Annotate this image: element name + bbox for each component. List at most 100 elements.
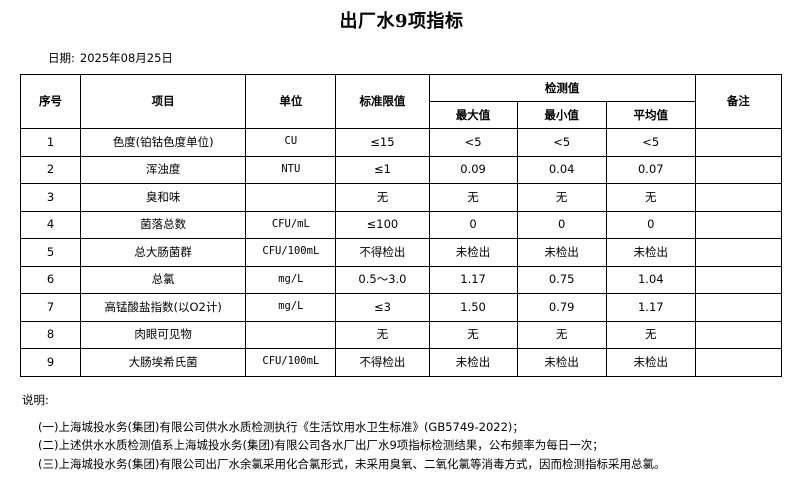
- table-row: 3 臭和味 无 无 无 无: [19, 183, 783, 212]
- report-date: 日期: 2025年08月25日: [48, 50, 173, 66]
- table-header: 序号 项目 单位 标准限值 检测值 备注 最大值 最小值 平均值: [19, 74, 783, 129]
- table-body: 1 色度(铂钴色度单位) CU ≤15 <5 <5 <5 2 浑浊度 NTU ≤…: [19, 128, 783, 377]
- table-header-row-sub: 最大值 最小值 平均值: [21, 101, 782, 129]
- cell-max: 0: [428, 210, 518, 239]
- cell-avg: 0.07: [605, 155, 696, 184]
- cell-min: 0.79: [516, 293, 607, 322]
- page-title: 出厂水9项指标: [339, 11, 464, 32]
- column-header-remark: 备注: [694, 74, 783, 129]
- column-header-seq: 序号: [19, 74, 82, 129]
- cell-remark: [694, 265, 783, 294]
- table-row: 7 高锰酸盐指数(以O2计) mg/L ≤3 1.50 0.79 1.17: [19, 293, 783, 322]
- cell-seq: 4: [19, 210, 82, 239]
- note-line-1: (一)上海城投水务(集团)有限公司供水水质检测执行《生活饮用水卫生标准》(GB5…: [38, 420, 524, 434]
- cell-remark: [694, 183, 783, 212]
- date-value: 2025年08月25日: [79, 51, 173, 65]
- table-header-row-top: 序号 项目 单位 标准限值 检测值 备注: [19, 74, 783, 129]
- column-header-avg: 平均值: [605, 101, 696, 129]
- cell-seq: 9: [19, 348, 82, 377]
- cell-seq: 7: [19, 293, 82, 322]
- column-header-limit: 标准限值: [335, 74, 430, 129]
- cell-seq: 6: [19, 265, 82, 294]
- column-header-max: 最大值: [428, 101, 518, 129]
- cell-unit: mg/L: [245, 265, 337, 294]
- cell-avg: 无: [605, 320, 696, 349]
- cell-seq: 2: [19, 155, 82, 184]
- note-line-2: (二)上述供水水质检测值系上海城投水务(集团)有限公司各水厂出厂水9项指标检测结…: [38, 438, 604, 453]
- cell-min: 0: [516, 210, 607, 239]
- cell-min: 0.04: [516, 155, 607, 184]
- cell-min: <5: [516, 128, 607, 157]
- cell-item: 浑浊度: [80, 155, 247, 184]
- cell-unit: CFU/100mL: [245, 238, 337, 267]
- cell-max: <5: [428, 128, 518, 157]
- cell-item: 高锰酸盐指数(以O2计): [80, 293, 247, 322]
- water-quality-table: 序号 项目 单位 标准限值 检测值 备注 最大值 最小值 平均值 1 色度(铂钴…: [19, 74, 783, 377]
- notes-section: 说明: (一)上海城投水务(集团)有限公司供水水质检测执行《生活饮用水卫生标准》…: [22, 392, 782, 474]
- cell-min: 未检出: [516, 238, 607, 267]
- cell-item: 总氯: [80, 265, 247, 294]
- cell-limit: ≤15: [335, 128, 430, 157]
- cell-limit: ≤1: [335, 155, 430, 184]
- table-row: 2 浑浊度 NTU ≤1 0.09 0.04 0.07: [19, 155, 783, 184]
- cell-item: 色度(铂钴色度单位): [80, 128, 247, 157]
- cell-max: 1.17: [428, 265, 518, 294]
- cell-max: 1.50: [428, 293, 518, 322]
- cell-item: 肉眼可见物: [80, 320, 247, 349]
- cell-avg: 0: [605, 210, 696, 239]
- cell-item: 总大肠菌群: [80, 238, 247, 267]
- cell-max: 未检出: [428, 348, 518, 377]
- table-row: 8 肉眼可见物 无 无 无 无: [19, 320, 783, 349]
- date-label: 日期:: [48, 51, 75, 65]
- cell-min: 未检出: [516, 348, 607, 377]
- column-header-item: 项目: [80, 74, 247, 129]
- cell-limit: 不得检出: [335, 348, 430, 377]
- column-header-min: 最小值: [516, 101, 607, 129]
- cell-max: 0.09: [428, 155, 518, 184]
- cell-limit: 无: [335, 320, 430, 349]
- cell-seq: 8: [19, 320, 82, 349]
- column-header-unit: 单位: [245, 74, 337, 129]
- cell-unit: CFU/mL: [245, 210, 337, 239]
- cell-avg: 未检出: [605, 348, 696, 377]
- cell-min: 无: [516, 320, 607, 349]
- table-row: 1 色度(铂钴色度单位) CU ≤15 <5 <5 <5: [19, 128, 783, 157]
- cell-unit: NTU: [245, 155, 337, 184]
- cell-remark: [694, 155, 783, 184]
- cell-remark: [694, 320, 783, 349]
- cell-avg: 1.04: [605, 265, 696, 294]
- cell-min: 无: [516, 183, 607, 212]
- cell-item: 菌落总数: [80, 210, 247, 239]
- cell-unit: CU: [245, 128, 337, 157]
- cell-remark: [694, 238, 783, 267]
- column-header-detected: 检测值: [428, 74, 696, 102]
- table-row: 9 大肠埃希氏菌 CFU/100mL 不得检出 未检出 未检出 未检出: [19, 348, 783, 377]
- cell-limit: 无: [335, 183, 430, 212]
- cell-max: 未检出: [428, 238, 518, 267]
- cell-limit: ≤3: [335, 293, 430, 322]
- cell-seq: 3: [19, 183, 82, 212]
- cell-unit: mg/L: [245, 293, 337, 322]
- cell-max: 无: [428, 320, 518, 349]
- cell-seq: 5: [19, 238, 82, 267]
- cell-min: 0.75: [516, 265, 607, 294]
- cell-limit: ≤100: [335, 210, 430, 239]
- cell-limit: 0.5～3.0: [335, 265, 430, 294]
- note-line-3: (三)上海城投水务(集团)有限公司出厂水余氯采用化合氯形式，未采用臭氧、二氧化氯…: [38, 456, 666, 471]
- table-row: 5 总大肠菌群 CFU/100mL 不得检出 未检出 未检出 未检出: [19, 238, 783, 267]
- cell-remark: [694, 210, 783, 239]
- cell-remark: [694, 293, 783, 322]
- cell-remark: [694, 128, 783, 157]
- table-row: 6 总氯 mg/L 0.5～3.0 1.17 0.75 1.04: [19, 265, 783, 294]
- cell-avg: 1.17: [605, 293, 696, 322]
- cell-avg: 无: [605, 183, 696, 212]
- cell-avg: 未检出: [605, 238, 696, 267]
- cell-item: 大肠埃希氏菌: [80, 348, 247, 377]
- cell-remark: [694, 348, 783, 377]
- cell-item: 臭和味: [80, 183, 247, 212]
- cell-unit: [245, 320, 337, 349]
- cell-seq: 1: [19, 128, 82, 157]
- table-row: 4 菌落总数 CFU/mL ≤100 0 0 0: [19, 210, 783, 239]
- cell-unit: CFU/100mL: [245, 348, 337, 377]
